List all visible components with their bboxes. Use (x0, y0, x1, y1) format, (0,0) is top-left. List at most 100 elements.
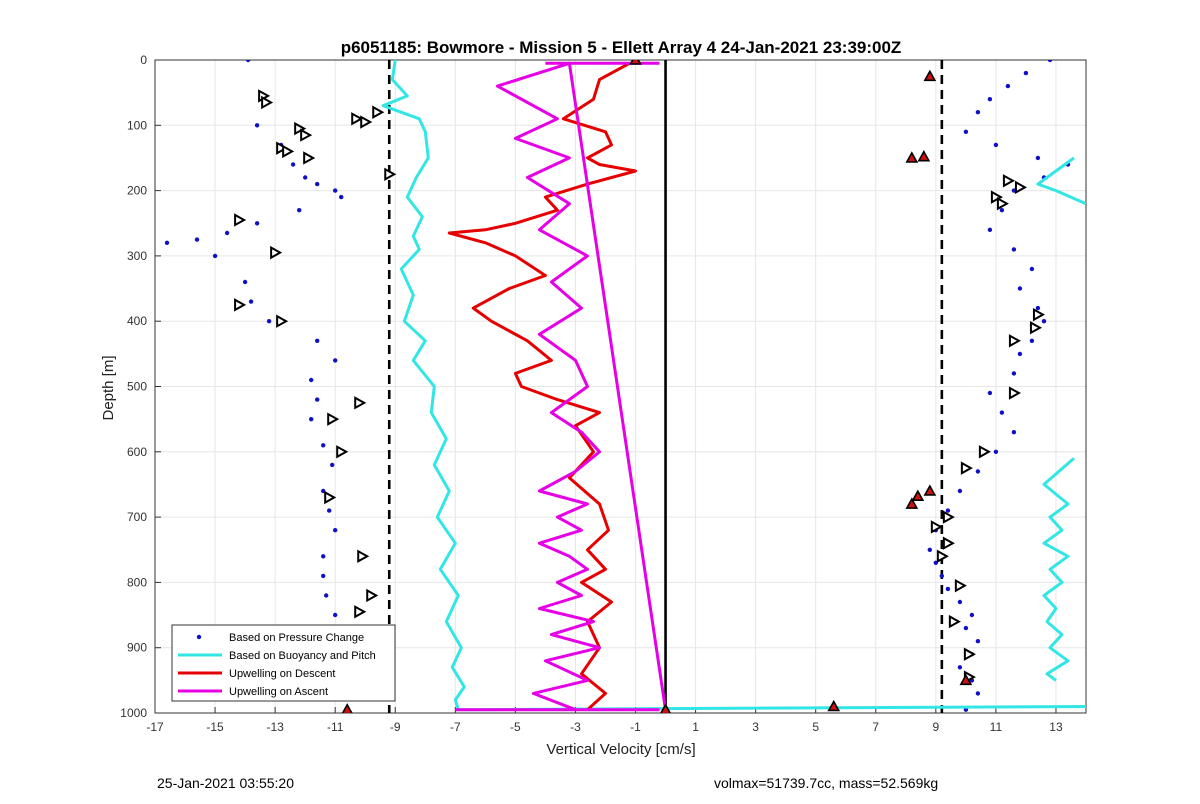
y-tick-label: 1000 (120, 706, 147, 720)
open-triangle-marker (960, 461, 973, 475)
y-tick-label: 0 (140, 53, 147, 67)
data-point (987, 97, 993, 102)
x-tick-label: -13 (266, 720, 284, 734)
open-triangle-marker (1032, 307, 1046, 322)
x-tick-label: -17 (146, 720, 164, 734)
data-point (333, 188, 338, 193)
x-tick-label: -5 (510, 720, 521, 734)
data-point (939, 573, 944, 579)
data-point (324, 593, 329, 598)
open-triangle-marker (1029, 321, 1043, 335)
open-triangle-marker (360, 115, 373, 129)
open-triangle-marker (234, 213, 247, 227)
markers (234, 60, 1046, 713)
data-point (1035, 155, 1041, 161)
data-point (309, 417, 314, 422)
open-triangle-marker (372, 105, 385, 119)
x-tick-label: 13 (1049, 720, 1063, 734)
legend-label: Upwelling on Descent (229, 668, 335, 680)
data-point (333, 528, 338, 533)
legend-label: Upwelling on Ascent (229, 686, 328, 698)
plot-area (164, 60, 1086, 713)
series-3 (495, 61, 667, 712)
data-point (245, 60, 251, 63)
data-point (315, 397, 320, 402)
open-triangle-marker (366, 588, 379, 603)
x-tick-label: 1 (692, 720, 699, 734)
x-tick-label: -7 (450, 720, 461, 734)
open-triangle-marker (351, 112, 364, 126)
grid (154, 59, 1086, 714)
open-triangle-marker (294, 121, 307, 136)
y-tick-label: 900 (127, 641, 147, 655)
data-point (212, 253, 218, 259)
open-triangle-marker (948, 614, 961, 629)
data-point (969, 612, 975, 618)
data-point (945, 586, 951, 592)
series-group (164, 60, 1086, 713)
x-tick-label: 7 (872, 720, 879, 734)
y-tick-label: 400 (127, 314, 147, 328)
filled-triangle-marker (911, 489, 925, 502)
y-axis-label: Depth [m] (100, 355, 117, 420)
legend-swatch (196, 634, 202, 640)
open-triangle-marker (1014, 180, 1027, 195)
x-tick-label: -15 (206, 720, 224, 734)
y-tick-label: 600 (127, 445, 147, 459)
open-triangle-marker (336, 445, 349, 459)
data-point (333, 612, 338, 618)
data-point (194, 237, 200, 242)
filled-triangle-marker (660, 703, 672, 713)
open-triangle-marker (1002, 174, 1015, 188)
data-point (321, 554, 326, 559)
footer-timestamp: 25-Jan-2021 03:55:20 (157, 775, 294, 791)
data-point (999, 208, 1005, 213)
open-triangle-marker (978, 445, 991, 459)
data-point (1035, 305, 1041, 311)
data-point (242, 279, 248, 285)
open-triangle-marker (276, 314, 289, 328)
series-line (381, 60, 1086, 712)
open-triangle-marker (1008, 386, 1021, 400)
open-triangle-marker (963, 647, 976, 661)
y-tick-label: 100 (127, 118, 147, 132)
open-triangle-marker (384, 167, 397, 181)
data-point (1047, 60, 1053, 63)
legend-label: Based on Buoyancy and Pitch (229, 650, 376, 662)
chart-title: p6051185: Bowmore - Mission 5 - Ellett A… (341, 38, 902, 57)
x-tick-label: 9 (932, 720, 939, 734)
data-point (987, 390, 993, 396)
data-point (321, 573, 326, 579)
open-triangle-marker (357, 549, 370, 563)
data-point (1017, 351, 1023, 357)
open-triangle-marker (282, 144, 295, 159)
x-tick-label: -11 (327, 720, 344, 734)
open-triangle-marker (261, 95, 274, 110)
data-point (963, 625, 969, 631)
data-point (248, 299, 254, 304)
footer-volmax-mass: volmax=51739.7cc, mass=52.569kg (714, 775, 939, 791)
open-triangle-marker (954, 578, 967, 593)
series-line (1036, 156, 1086, 206)
filled-triangle-marker (905, 151, 919, 163)
open-triangle-marker (930, 520, 943, 534)
data-point (1041, 319, 1047, 324)
data-point (963, 129, 969, 134)
filled-triangle-marker (827, 699, 841, 712)
data-point (321, 443, 326, 448)
open-triangle-marker (942, 510, 955, 524)
data-point (993, 449, 999, 454)
open-triangle-marker (996, 196, 1009, 211)
open-triangle-marker (354, 396, 367, 410)
x-tick-label: -9 (390, 720, 401, 734)
legend-box (171, 624, 396, 702)
y-tick-label: 200 (127, 184, 147, 198)
data-point (315, 181, 320, 187)
x-tick-label: -3 (570, 720, 581, 734)
data-point (957, 665, 963, 670)
legend-label: Based on Pressure Change (229, 632, 364, 644)
filled-triangle-marker (959, 673, 973, 686)
data-point (254, 123, 260, 128)
filled-triangle-marker (923, 484, 937, 496)
